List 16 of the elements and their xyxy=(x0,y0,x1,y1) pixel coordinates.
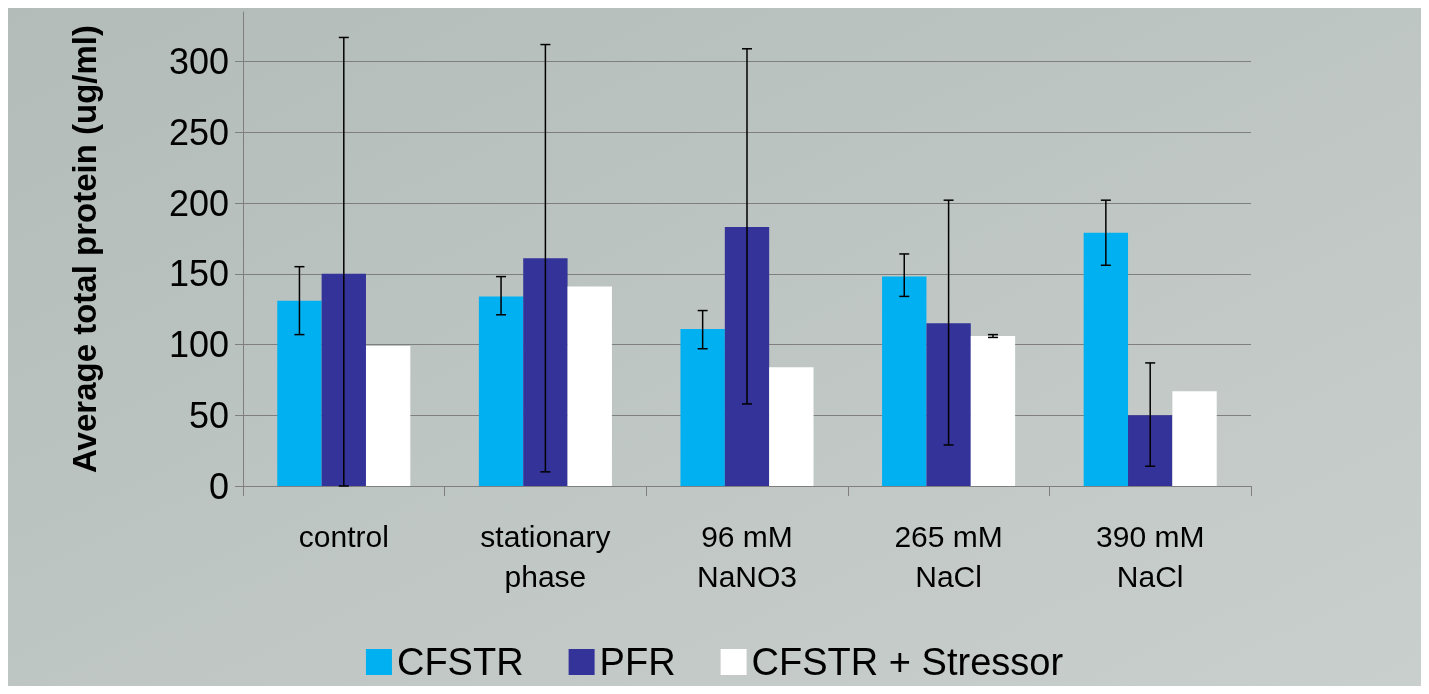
x-tick-label: 96 mM NaNO3 xyxy=(696,519,798,593)
legend-label: CFSTR xyxy=(396,641,524,683)
x-tick-label: stationary phase xyxy=(480,519,611,593)
x-tick-label: 390 mM NaCl xyxy=(1096,519,1205,593)
legend-label: CFSTR + Stressor xyxy=(751,641,1064,683)
y-tick-label: 250 xyxy=(168,111,229,153)
y-tick-label: 200 xyxy=(168,182,229,224)
y-tick-label: 0 xyxy=(208,465,229,507)
y-axis-title: Average total protein (ug/ml) xyxy=(65,25,103,473)
legend-label: PFR xyxy=(599,641,676,683)
x-tick-label: 265 mM NaCl xyxy=(894,519,1003,593)
y-tick-label: 150 xyxy=(168,253,229,295)
x-tick-label: control xyxy=(298,519,389,553)
y-tick-label: 100 xyxy=(168,324,229,366)
y-tick-label: 50 xyxy=(188,394,229,436)
y-tick-label: 300 xyxy=(168,41,229,83)
